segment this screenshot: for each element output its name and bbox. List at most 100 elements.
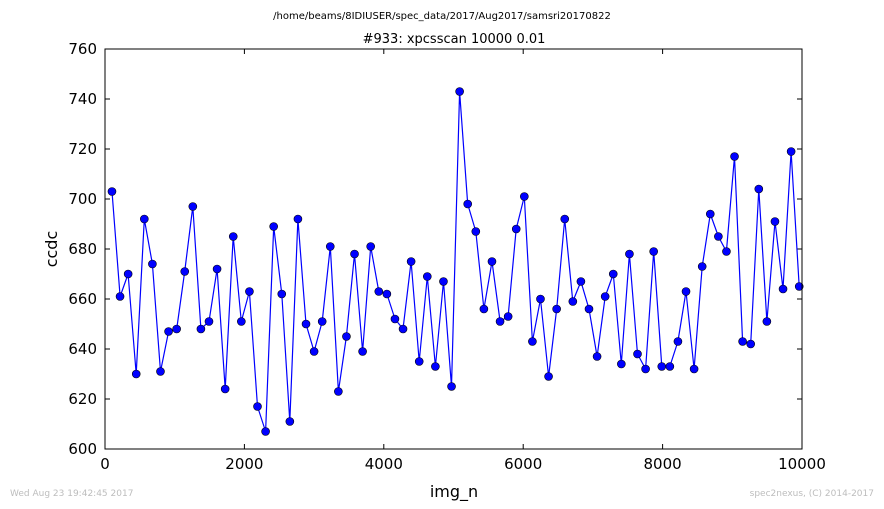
y-tick-label: 740 — [68, 90, 97, 108]
data-point — [406, 257, 416, 266]
data-point — [770, 217, 780, 226]
data-point — [301, 319, 311, 329]
data-point — [576, 277, 586, 286]
data-point — [293, 214, 303, 224]
data-point — [536, 294, 545, 304]
data-point — [681, 287, 691, 296]
data-point — [447, 382, 456, 391]
data-point — [786, 147, 796, 156]
data-point — [196, 324, 206, 334]
data-point — [148, 259, 157, 269]
footer-credit: spec2nexus, (C) 2014-2017 — [749, 489, 874, 499]
data-point — [398, 324, 408, 334]
data-point — [592, 352, 602, 361]
data-point — [188, 202, 198, 211]
plot-area — [104, 48, 803, 450]
data-point — [164, 327, 173, 336]
data-point — [325, 242, 335, 251]
data-point — [625, 249, 634, 259]
footer-timestamp: Wed Aug 23 19:42:45 2017 — [10, 489, 134, 499]
data-point — [584, 304, 594, 314]
data-point — [237, 317, 246, 326]
data-point — [544, 372, 553, 381]
data-point — [657, 362, 667, 371]
data-point — [568, 297, 578, 306]
data-point — [115, 292, 125, 301]
data-point — [778, 284, 788, 294]
data-point — [697, 262, 707, 271]
data-point — [342, 332, 351, 341]
y-tick-label: 700 — [68, 190, 97, 208]
data-point — [471, 227, 481, 236]
series-line — [111, 91, 800, 432]
data-point — [746, 339, 756, 349]
x-tick-label: 2000 — [225, 455, 263, 473]
x-tick-label: 8000 — [644, 455, 682, 473]
data-point — [204, 317, 214, 326]
data-point — [414, 357, 424, 366]
data-point — [665, 362, 675, 371]
data-point — [487, 257, 497, 266]
data-point — [390, 314, 400, 324]
data-point — [253, 402, 262, 411]
x-tick-label: 10000 — [778, 455, 826, 473]
data-point — [552, 304, 561, 314]
y-tick-label: 600 — [68, 440, 97, 458]
data-point — [479, 304, 489, 314]
data-point — [277, 289, 287, 299]
data-point — [431, 362, 440, 371]
data-point — [649, 247, 658, 256]
data-point — [689, 364, 699, 374]
data-point — [140, 214, 149, 224]
x-tick-label: 4000 — [365, 455, 403, 473]
y-tick-label: 660 — [68, 290, 97, 308]
data-point — [738, 337, 747, 346]
data-point — [382, 289, 392, 299]
data-point — [358, 347, 367, 356]
data-point — [520, 192, 529, 201]
data-point — [714, 232, 723, 241]
data-point — [730, 152, 739, 161]
data-point — [228, 232, 238, 241]
x-axis-label: img_n — [430, 482, 478, 502]
y-tick-label: 640 — [68, 340, 97, 358]
data-point — [641, 364, 650, 374]
data-point — [374, 287, 384, 296]
data-point — [617, 359, 626, 369]
data-point — [495, 317, 505, 326]
y-tick-label: 760 — [68, 40, 97, 58]
data-point — [123, 269, 133, 279]
data-point — [261, 427, 270, 436]
data-point — [131, 369, 141, 379]
data-point — [269, 222, 278, 231]
data-point — [722, 247, 731, 256]
x-tick-label: 0 — [100, 455, 110, 473]
data-point — [560, 214, 570, 224]
data-point — [172, 324, 181, 334]
data-point — [608, 269, 618, 279]
data-point — [350, 249, 359, 259]
data-point — [511, 224, 521, 234]
data-point — [245, 287, 254, 296]
data-point — [317, 317, 327, 326]
chart-title: #933: xpcsscan 10000 0.01 — [363, 32, 546, 47]
x-tick-label: 6000 — [504, 455, 542, 473]
y-tick-label: 680 — [68, 240, 97, 258]
data-series — [107, 87, 804, 436]
data-point — [309, 347, 319, 356]
data-point — [107, 187, 117, 196]
data-point — [600, 292, 610, 301]
data-point — [285, 417, 295, 426]
data-point — [754, 184, 764, 194]
data-point — [212, 264, 222, 274]
y-tick-label: 720 — [68, 140, 97, 158]
data-point — [334, 387, 343, 396]
data-point — [366, 242, 375, 251]
data-point — [503, 312, 513, 321]
chart-suptitle: /home/beams/8IDIUSER/spec_data/2017/Aug2… — [273, 11, 611, 22]
data-point — [463, 199, 473, 209]
data-point — [422, 272, 432, 281]
data-point — [633, 349, 642, 359]
y-axis-label: ccdc — [42, 231, 61, 268]
